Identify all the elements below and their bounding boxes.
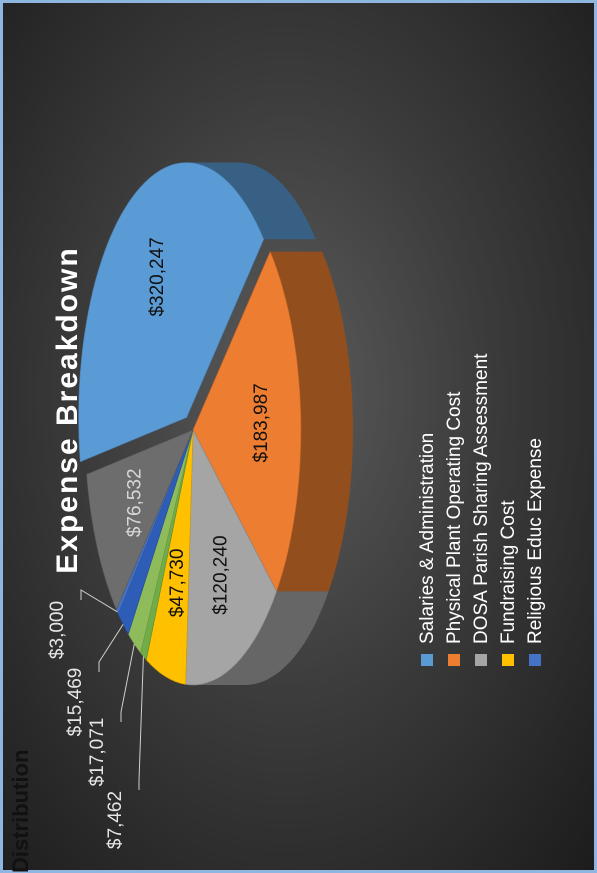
data-label-0: $320,247 [147,237,168,316]
callout-line-6 [98,624,124,672]
pie-slice-8 [86,429,194,611]
callout-line-4 [138,656,144,790]
page-heading: Distribution [8,749,33,873]
callout-label-6: $15,469 [65,668,86,737]
legend-swatch-3 [502,654,514,666]
pie-side-1 [270,251,353,592]
pie-side-2 [193,591,329,685]
pie-slice-2 [185,428,277,686]
callout-label-7: $3,000 [47,601,68,659]
pie-body [186,162,353,685]
callout-line-5 [120,643,135,722]
data-label-1: $183,987 [251,383,272,462]
pie-side-0 [186,162,316,240]
legend-swatch-4 [529,654,541,666]
legend-label-0: Salaries & Administration [417,433,438,644]
legend-label-4: Religious Educ Expense [525,438,546,644]
pie-slices [78,162,302,686]
legend-label-2: DOSA Parish Sharing Assessment [471,353,492,644]
pie-data-labels: $320,247 $183,987 $120,240 $47,730 $76,532 [125,237,272,617]
pie-slice-0 [78,162,265,463]
pie-callouts: $7,462 $17,071$15,469 $3,000 [47,589,144,849]
pie-slice-3 [145,429,194,685]
chart-title: Expense Breakdown [51,246,84,573]
data-label-2: $120,240 [211,535,232,614]
legend-swatch-0 [421,654,433,666]
pie-slice-1 [192,250,302,593]
chart-panel: $320,247 $183,987 $120,240 $47,730 $76,532 $… [3,3,594,870]
legend-label-1: Physical Plant Operating Cost [444,391,465,644]
callout-line-7 [80,589,118,613]
callout-label-4: $7,462 [105,791,126,849]
data-label-8: $76,532 [125,468,146,537]
data-label-3: $47,730 [167,549,188,618]
chart-legend: Salaries & Administration Physical Plant … [417,353,546,666]
callout-label-5: $17,071 [87,718,108,787]
legend-label-3: Fundraising Cost [498,500,519,644]
legend-swatch-2 [475,654,487,666]
pie-chart: $320,247 $183,987 $120,240 $47,730 $76,532 $… [47,162,546,849]
legend-swatch-1 [448,654,460,666]
